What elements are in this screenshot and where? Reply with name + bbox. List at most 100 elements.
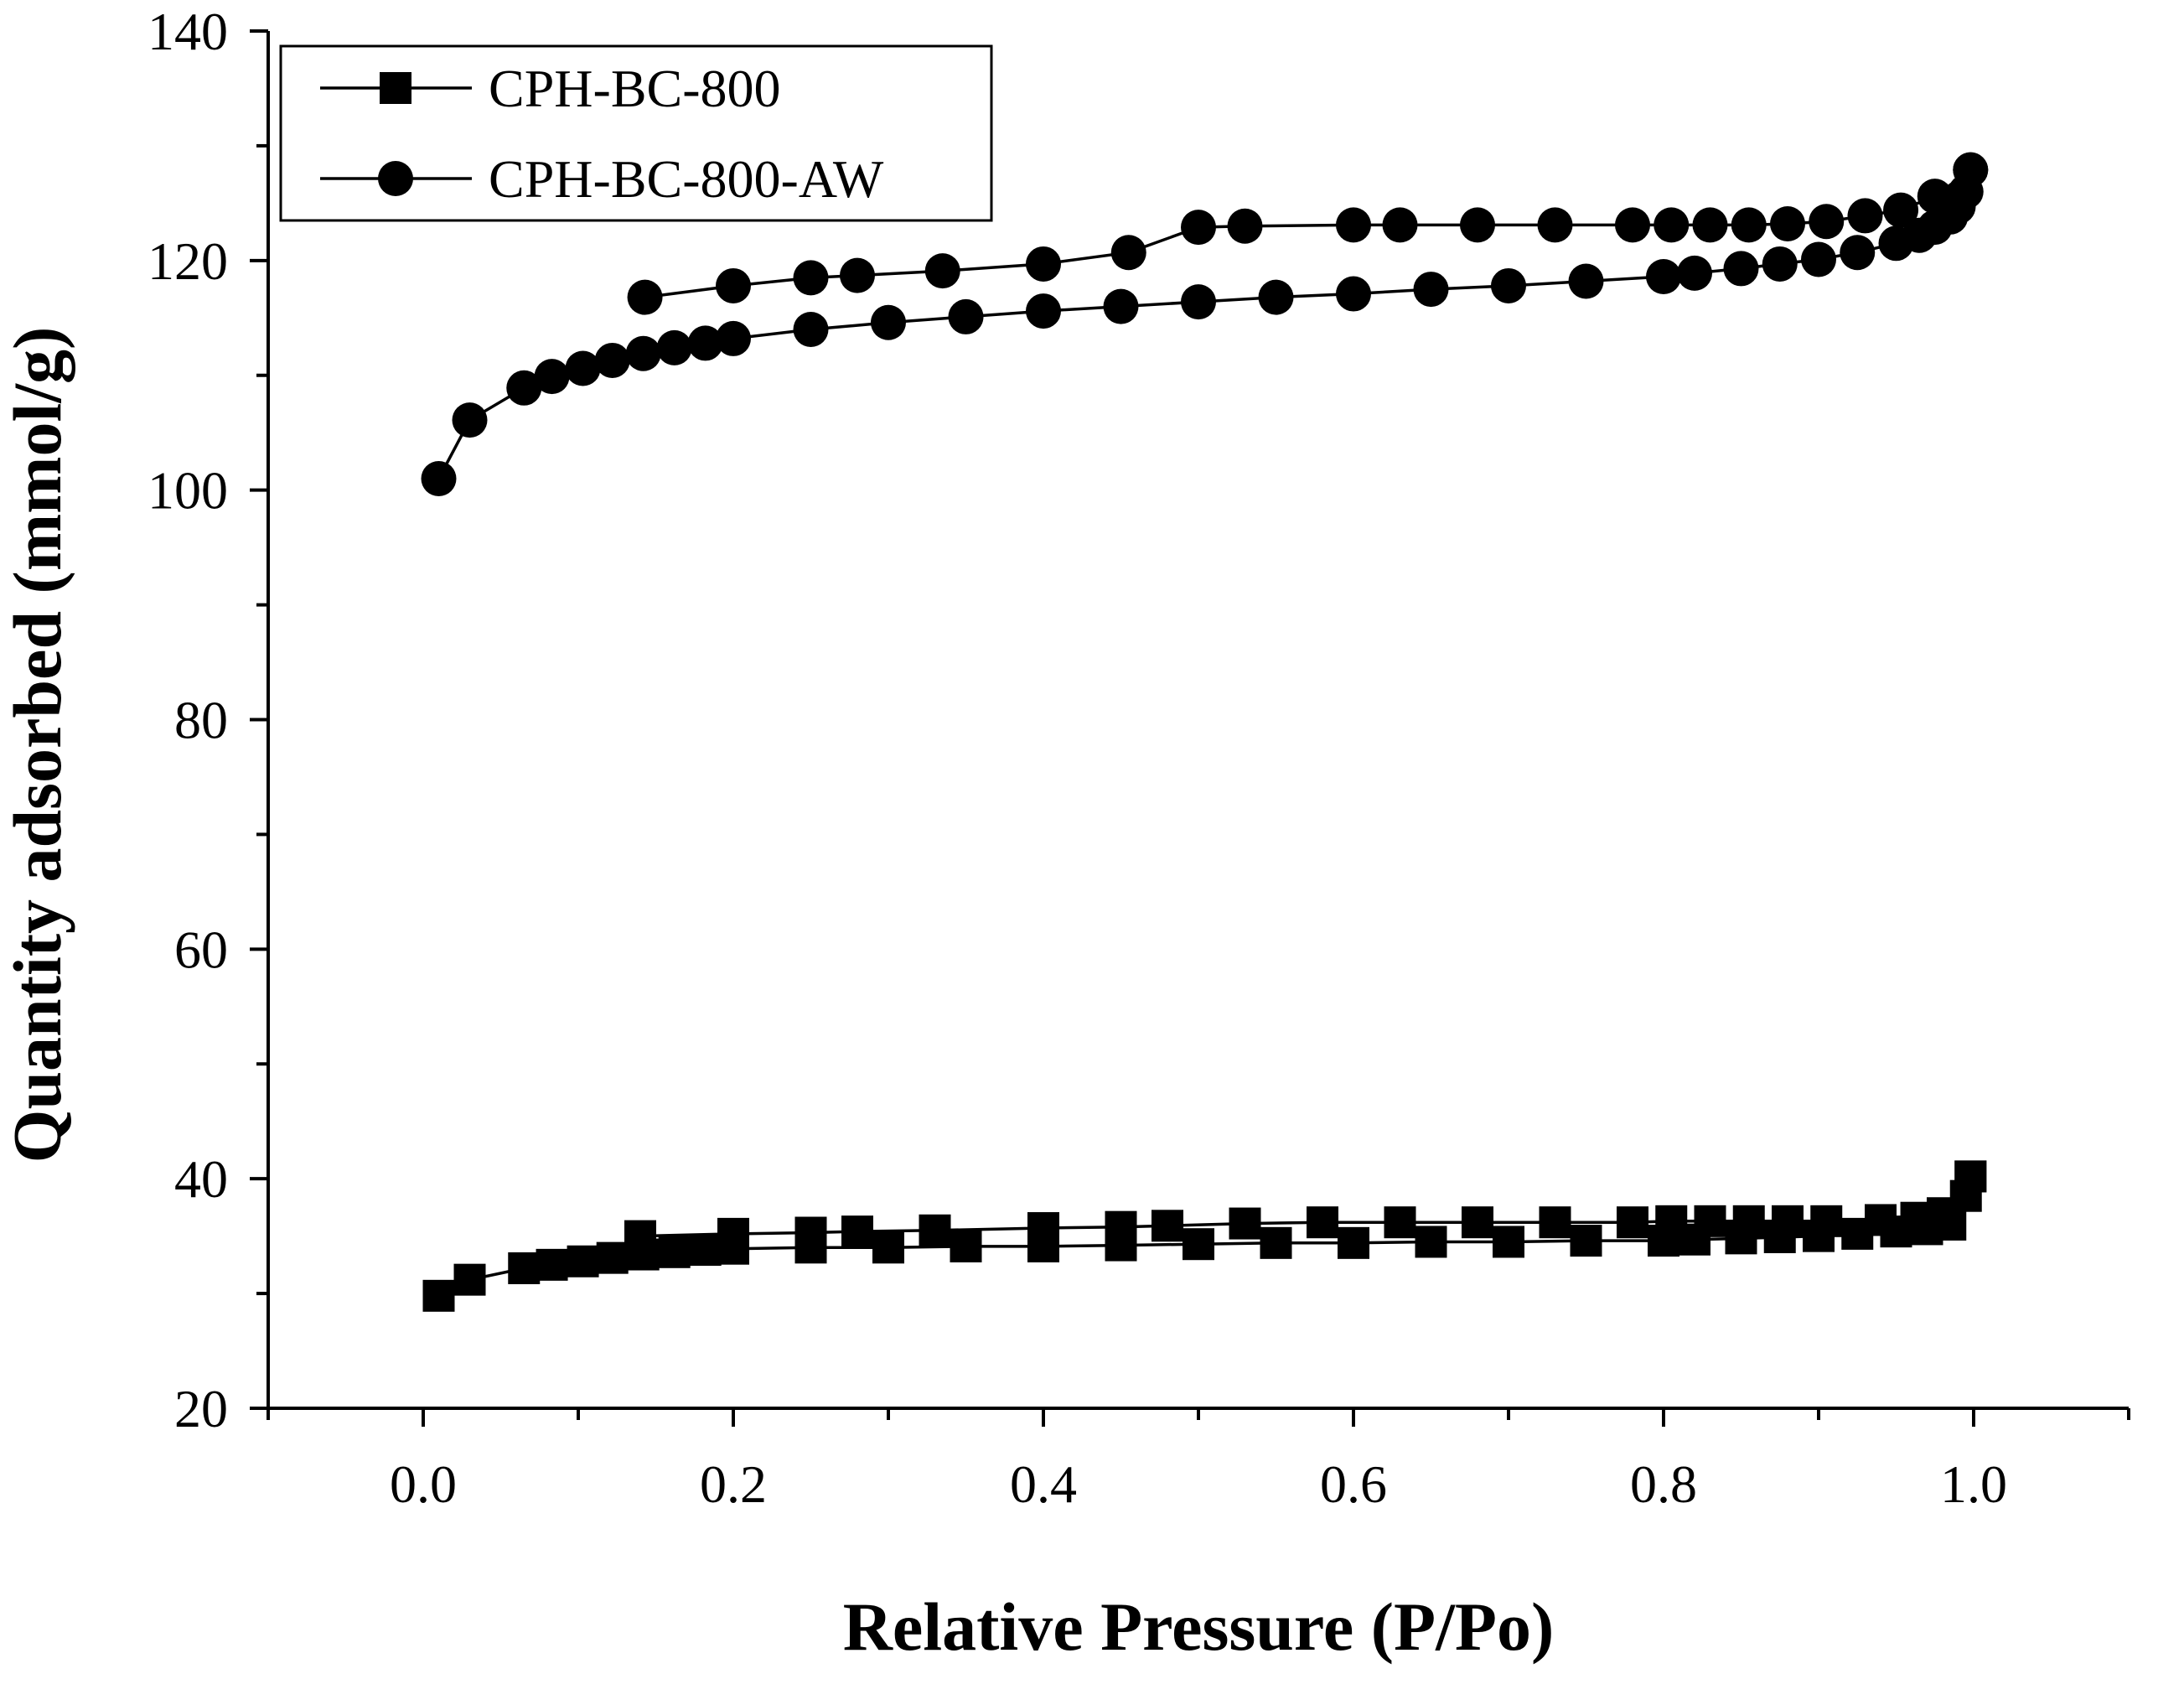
series-0-desorption-point	[1865, 1204, 1897, 1236]
legend: CPH-BC-800 CPH-BC-800-AW	[279, 44, 993, 222]
series-1-adsorption-point	[1723, 251, 1759, 287]
series-0-desorption-point	[919, 1214, 951, 1246]
series-0-desorption-point	[1229, 1207, 1261, 1240]
series-0-adsorption-point	[567, 1245, 599, 1277]
series-0-adsorption-point	[508, 1252, 541, 1284]
series-0-adsorption-point	[453, 1263, 486, 1296]
series-0-desorption-point	[1772, 1205, 1804, 1237]
series-1-adsorption-point	[1762, 246, 1798, 282]
series-0-adsorption-point	[596, 1241, 629, 1274]
legend-label: CPH-BC-800-AW	[489, 149, 884, 209]
y-tick-label: 80	[174, 691, 228, 750]
series-0-desorption-point	[1900, 1201, 1933, 1234]
legend-marker	[380, 72, 411, 104]
series-0-adsorption-point	[1338, 1226, 1369, 1259]
series-1-desorption-point	[1336, 207, 1371, 243]
series-0-adsorption-point	[1570, 1225, 1602, 1257]
series-0-desorption-point	[1307, 1206, 1338, 1239]
series-1-desorption-point	[1917, 179, 1953, 215]
series-0-desorption-point	[1810, 1205, 1843, 1237]
series-1-adsorption-point	[793, 311, 829, 347]
series-1-adsorption-point	[687, 325, 723, 361]
series-1-desorption-point	[1110, 235, 1146, 271]
y-tick-label: 120	[147, 231, 228, 291]
series-0-adsorption-point	[872, 1231, 904, 1264]
series-1-adsorption-point	[1677, 255, 1712, 291]
series-1-adsorption-point	[452, 402, 488, 438]
series-1-desorption-point	[716, 267, 751, 303]
series-1-desorption-point	[1654, 207, 1690, 243]
series-1-adsorption-point	[1258, 279, 1294, 315]
x-tick-label: 0.4	[1010, 1454, 1077, 1514]
series-1-adsorption-point	[565, 350, 601, 386]
series-1-adsorption-point	[534, 359, 570, 395]
series-1-desorption-point	[1227, 208, 1263, 244]
series-0-desorption-point	[1105, 1210, 1137, 1243]
series-0-desorption-point	[1694, 1205, 1726, 1237]
series-1-desorption-point	[1809, 204, 1845, 240]
series-0-adsorption-point	[422, 1279, 455, 1312]
series-1-adsorption-point	[656, 329, 692, 365]
series-0-desorption-point	[1027, 1212, 1059, 1245]
series-1-desorption-point	[1847, 198, 1883, 234]
series-1-desorption-point	[1615, 207, 1650, 243]
series-1-adsorption-point	[1336, 276, 1371, 312]
series-0-desorption-point	[1617, 1206, 1648, 1239]
series-0-desorption-point	[717, 1217, 749, 1250]
y-axis-title: Quantity adsorbed (mmol/g)	[0, 327, 75, 1163]
y-tick-label: 60	[174, 920, 228, 979]
series-1-adsorption-point	[421, 460, 457, 496]
x-tick-label: 0.6	[1320, 1454, 1387, 1514]
series-0-desorption-point	[1655, 1205, 1688, 1237]
series-0-desorption-point	[794, 1216, 827, 1249]
x-axis-title: Relative Pressure (P/Po)	[843, 1588, 1555, 1665]
series-0-desorption-point	[1954, 1160, 1987, 1193]
series-1-adsorption-point	[716, 320, 751, 356]
series-1-desorption-point	[1026, 246, 1061, 282]
series-1-adsorption-point	[1801, 241, 1836, 277]
series-0-adsorption-point	[1493, 1226, 1524, 1258]
series-0-desorption-point	[841, 1215, 873, 1248]
series-1-adsorption-point	[1026, 293, 1061, 329]
series-1-desorption-point	[1537, 207, 1573, 243]
y-tick-label: 100	[147, 461, 228, 521]
x-tick-label: 0.0	[390, 1454, 457, 1514]
series-0-adsorption-point	[1415, 1226, 1447, 1258]
series-1-adsorption-point	[1103, 288, 1139, 324]
series-1-desorption-point	[924, 253, 960, 289]
series-1-adsorption-point	[1491, 267, 1526, 303]
y-tick-label: 140	[147, 2, 228, 61]
series-0-desorption-point	[1732, 1205, 1765, 1237]
series-1-desorption-point	[1692, 207, 1728, 243]
series-1-adsorption-point	[625, 335, 661, 371]
legend-marker	[378, 161, 413, 196]
series-1-adsorption-point	[1181, 284, 1216, 320]
series-0-adsorption-point	[950, 1230, 982, 1262]
series-markers	[421, 152, 1989, 1312]
series-1-desorption-point	[1460, 207, 1495, 243]
series-0-desorption-point	[624, 1220, 656, 1252]
series-1-desorption-point	[1770, 206, 1805, 242]
series-1-adsorption-point	[594, 342, 630, 378]
series-1-desorption-point	[627, 279, 663, 315]
series-1-adsorption-point	[1646, 259, 1681, 295]
series-1-adsorption-point	[1413, 272, 1449, 308]
series-1-adsorption-point	[1568, 263, 1604, 299]
legend-label: CPH-BC-800	[489, 59, 781, 118]
series-0-desorption-point	[1152, 1210, 1183, 1242]
series-1-desorption-point	[793, 260, 829, 296]
series-0-adsorption-point	[658, 1236, 691, 1268]
series-0-desorption-point	[1384, 1206, 1416, 1239]
series-1-desorption-point	[1181, 210, 1216, 246]
series-0-desorption-point	[1462, 1206, 1493, 1239]
series-1-adsorption-point	[506, 370, 542, 406]
series-0-adsorption-point	[536, 1248, 568, 1281]
series-1-desorption-point	[1883, 192, 1919, 228]
series-0-adsorption-point	[1260, 1226, 1292, 1259]
series-0-adsorption-point	[689, 1234, 722, 1267]
series-1-desorption-point	[1731, 207, 1767, 243]
series-1-adsorption-point	[871, 304, 906, 340]
series-1-adsorption-point	[948, 298, 984, 334]
x-tick-label: 1.0	[1940, 1454, 2007, 1514]
